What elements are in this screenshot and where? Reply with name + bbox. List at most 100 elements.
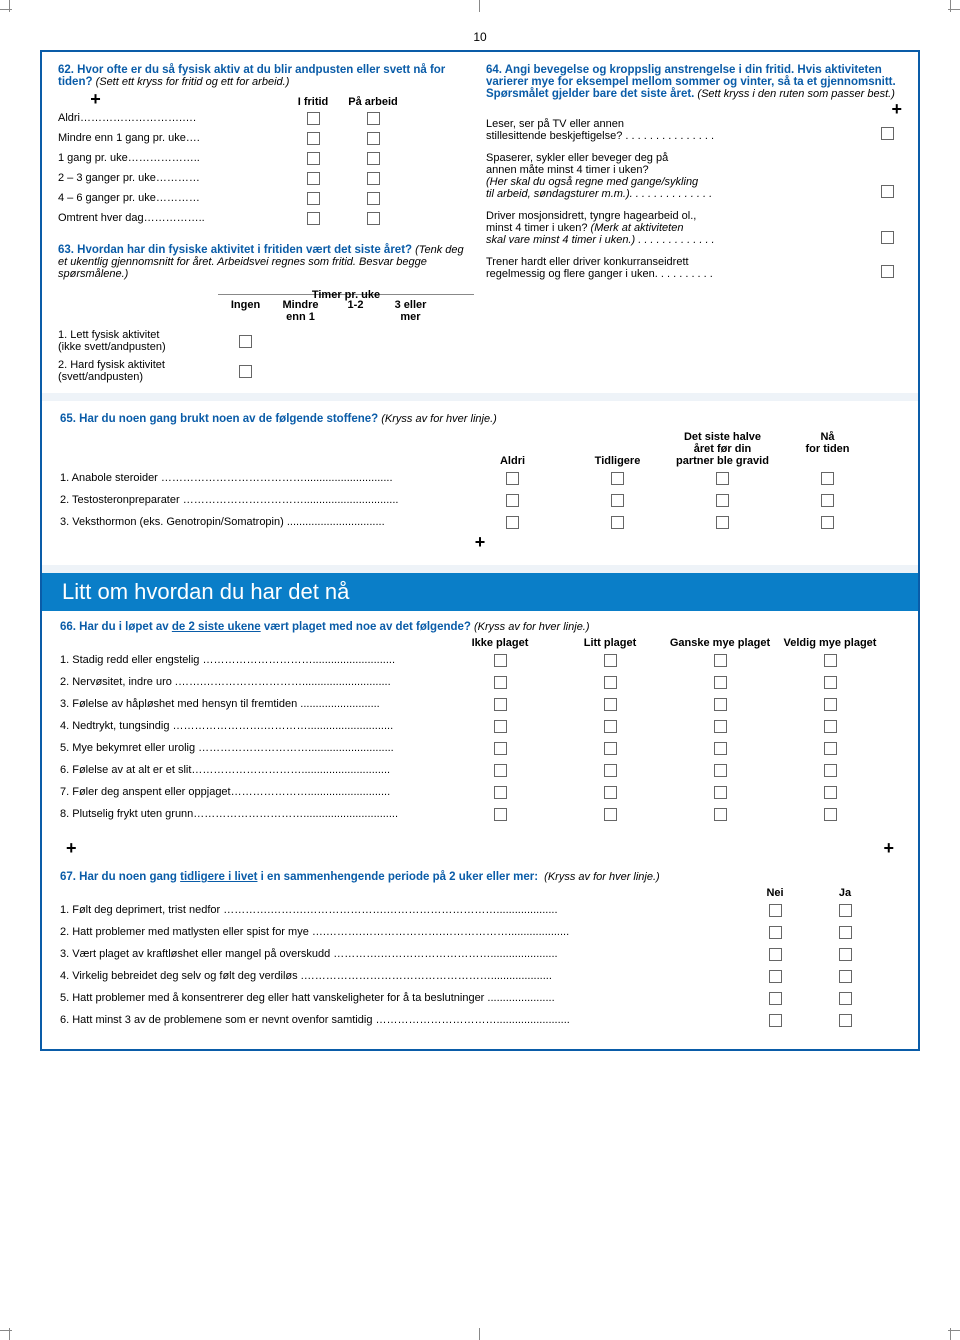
checkbox[interactable] — [714, 676, 727, 689]
q65-col-heads: Aldri Tidligere Det siste halveåret før … — [60, 431, 900, 467]
checkbox[interactable] — [824, 764, 837, 777]
q67-row-label: 6. Hatt minst 3 av de problemene som er … — [60, 1014, 740, 1026]
checkbox[interactable] — [239, 365, 252, 378]
checkbox[interactable] — [604, 654, 617, 667]
checkbox[interactable] — [839, 970, 852, 983]
checkbox[interactable] — [604, 720, 617, 733]
checkbox[interactable] — [839, 992, 852, 1005]
checkbox[interactable] — [367, 132, 380, 145]
checkbox[interactable] — [881, 185, 894, 198]
q66-row: 8. Plutselig frykt uten grunn………………………….… — [60, 803, 900, 825]
checkbox[interactable] — [611, 494, 624, 507]
checkbox[interactable] — [824, 676, 837, 689]
checkbox[interactable] — [716, 516, 729, 529]
checkbox[interactable] — [604, 808, 617, 821]
checkbox[interactable] — [307, 192, 320, 205]
q66-row: 4. Nedtrykt, tungsindig …………………….…………...… — [60, 715, 900, 737]
checkbox[interactable] — [494, 764, 507, 777]
checkbox[interactable] — [881, 265, 894, 278]
checkbox[interactable] — [307, 172, 320, 185]
checkbox[interactable] — [367, 152, 380, 165]
checkbox[interactable] — [716, 472, 729, 485]
checkbox[interactable] — [494, 676, 507, 689]
checkbox[interactable] — [307, 112, 320, 125]
crop-mark — [0, 0, 20, 20]
q67-col-head: Nei — [740, 887, 810, 899]
checkbox[interactable] — [839, 926, 852, 939]
checkbox[interactable] — [769, 926, 782, 939]
checkbox[interactable] — [881, 231, 894, 244]
checkbox[interactable] — [839, 948, 852, 961]
checkbox[interactable] — [881, 127, 894, 140]
checkbox[interactable] — [494, 654, 507, 667]
q63-col-heads: Ingen Mindre enn 1 1-2 3 eller mer — [58, 299, 474, 323]
q63-hours-header: Timer pr. uke — [58, 280, 474, 295]
checkbox[interactable] — [714, 698, 727, 711]
page: 10 62. Hvor ofte er du så fysisk aktiv a… — [0, 0, 960, 1340]
checkbox[interactable] — [824, 808, 837, 821]
checkbox[interactable] — [714, 720, 727, 733]
checkbox[interactable] — [307, 132, 320, 145]
checkbox[interactable] — [506, 472, 519, 485]
checkbox[interactable] — [506, 516, 519, 529]
checkbox[interactable] — [611, 516, 624, 529]
checkbox[interactable] — [307, 152, 320, 165]
checkbox[interactable] — [604, 764, 617, 777]
q67-col-heads: Nei Ja — [60, 887, 900, 899]
checkbox[interactable] — [769, 948, 782, 961]
checkbox[interactable] — [604, 742, 617, 755]
checkbox[interactable] — [494, 808, 507, 821]
checkbox[interactable] — [506, 494, 519, 507]
checkbox[interactable] — [824, 720, 837, 733]
checkbox[interactable] — [821, 472, 834, 485]
checkbox[interactable] — [494, 786, 507, 799]
checkbox[interactable] — [714, 742, 727, 755]
q65: 65. Har du noen gang brukt noen av de fø… — [42, 401, 918, 565]
q67-title: 67. Har du noen gang tidligere i livet i… — [60, 871, 900, 883]
register-mark-icon: + — [883, 839, 894, 857]
checkbox[interactable] — [769, 904, 782, 917]
q62-col2-head: På arbeid — [343, 96, 403, 108]
q66-row-label: 4. Nedtrykt, tungsindig …………………….…………...… — [60, 720, 445, 732]
register-marks: + + — [42, 831, 918, 865]
q66-row: 6. Følelse av at alt er et slit………………………… — [60, 759, 900, 781]
checkbox[interactable] — [821, 516, 834, 529]
checkbox[interactable] — [307, 212, 320, 225]
crop-mark — [0, 1320, 20, 1340]
checkbox[interactable] — [714, 786, 727, 799]
checkbox[interactable] — [824, 742, 837, 755]
checkbox[interactable] — [824, 654, 837, 667]
q63-col-head: 3 eller mer — [383, 299, 438, 323]
checkbox[interactable] — [367, 172, 380, 185]
checkbox[interactable] — [494, 742, 507, 755]
checkbox[interactable] — [604, 698, 617, 711]
checkbox[interactable] — [367, 112, 380, 125]
q64-item: Leser, ser på TV eller annenstillesitten… — [486, 118, 902, 142]
checkbox[interactable] — [839, 904, 852, 917]
q66-row-label: 7. Føler deg anspent eller oppjaget……………… — [60, 786, 445, 798]
checkbox[interactable] — [494, 720, 507, 733]
checkbox[interactable] — [367, 212, 380, 225]
checkbox[interactable] — [769, 1014, 782, 1027]
checkbox[interactable] — [494, 698, 507, 711]
checkbox[interactable] — [611, 472, 624, 485]
checkbox[interactable] — [604, 786, 617, 799]
q66-col-head: Veldig mye plaget — [775, 637, 885, 649]
q63-row-label: 2. Hard fysisk aktivitet(svett/andpusten… — [58, 359, 218, 383]
checkbox[interactable] — [714, 808, 727, 821]
checkbox[interactable] — [821, 494, 834, 507]
q64-item-text: Driver mosjonsidrett, tyngre hagearbeid … — [486, 210, 872, 246]
q67-row: 6. Hatt minst 3 av de problemene som er … — [60, 1009, 900, 1031]
checkbox[interactable] — [824, 698, 837, 711]
checkbox[interactable] — [367, 192, 380, 205]
checkbox[interactable] — [824, 786, 837, 799]
checkbox[interactable] — [769, 992, 782, 1005]
checkbox[interactable] — [714, 654, 727, 667]
checkbox[interactable] — [239, 335, 252, 348]
checkbox[interactable] — [839, 1014, 852, 1027]
form-frame: 62. Hvor ofte er du så fysisk aktiv at d… — [40, 50, 920, 1051]
checkbox[interactable] — [769, 970, 782, 983]
checkbox[interactable] — [716, 494, 729, 507]
checkbox[interactable] — [714, 764, 727, 777]
checkbox[interactable] — [604, 676, 617, 689]
